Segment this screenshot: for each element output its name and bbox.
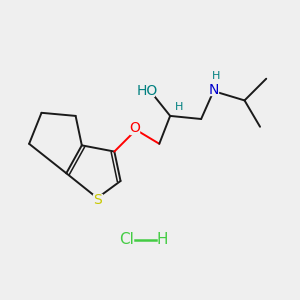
Text: O: O	[129, 121, 140, 135]
Text: Cl: Cl	[119, 232, 134, 247]
Bar	[140, 86, 154, 96]
Bar	[130, 123, 139, 134]
Bar	[93, 194, 102, 205]
Text: H: H	[175, 102, 183, 112]
Bar	[209, 84, 218, 95]
Text: N: N	[208, 82, 219, 97]
Text: H: H	[212, 71, 220, 81]
Text: H: H	[157, 232, 168, 247]
Text: S: S	[93, 193, 102, 207]
Text: HO: HO	[136, 84, 158, 98]
